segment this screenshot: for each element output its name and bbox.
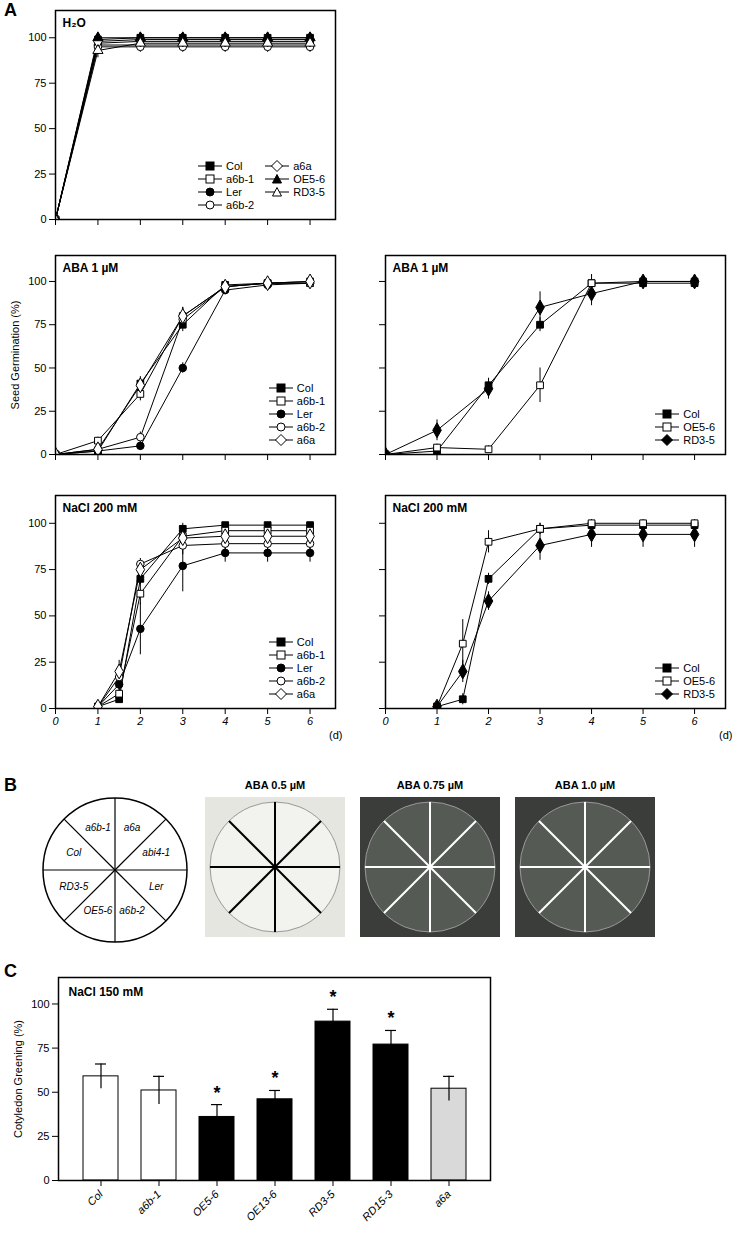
svg-text:100: 100	[28, 31, 46, 43]
svg-text:75: 75	[34, 77, 46, 89]
svg-text:25: 25	[34, 656, 46, 668]
svg-text:5: 5	[265, 715, 272, 727]
svg-text:75: 75	[34, 318, 46, 330]
html-text:Col: Col	[296, 382, 314, 394]
svg-text:Col: Col	[85, 1187, 106, 1208]
svg-text:ABA 1 µM: ABA 1 µM	[393, 261, 449, 275]
html-text:RD3-5: RD3-5	[683, 688, 715, 700]
svg-text:Cotyledon Greening (%): Cotyledon Greening (%)	[12, 1020, 24, 1138]
html-text:a6a: a6a	[296, 434, 316, 446]
svg-text:1: 1	[434, 715, 440, 727]
html-text:a6b-2: a6b-2	[296, 421, 325, 433]
svg-text:3: 3	[537, 715, 544, 727]
svg-text:0: 0	[382, 715, 389, 727]
svg-text:*: *	[329, 987, 336, 1007]
svg-text:50: 50	[34, 361, 46, 373]
svg-text:100: 100	[31, 997, 49, 1009]
svg-text:3: 3	[180, 715, 187, 727]
svg-text:OE5-6: OE5-6	[83, 905, 112, 916]
svg-text:a6b-2: a6b-2	[119, 905, 145, 916]
svg-text:50: 50	[37, 1086, 49, 1098]
svg-text:4: 4	[222, 715, 228, 727]
svg-text:100: 100	[28, 517, 46, 529]
svg-text:2: 2	[136, 715, 143, 727]
html-text:Col: Col	[296, 636, 314, 648]
html-text:Col: Col	[683, 408, 700, 420]
svg-text:100: 100	[28, 275, 46, 287]
svg-text:NaCl 200 mM: NaCl 200 mM	[393, 501, 468, 515]
svg-text:ABA 0.5 µM: ABA 0.5 µM	[245, 779, 305, 791]
svg-text:2: 2	[484, 715, 491, 727]
html-text:a6a: a6a	[293, 160, 312, 172]
html-text:OE5-6: OE5-6	[293, 173, 325, 185]
svg-text:abi4-1: abi4-1	[142, 847, 170, 858]
html-text:a6b-1: a6b-1	[296, 649, 325, 661]
svg-text:75: 75	[34, 563, 46, 575]
svg-text:a6b-1: a6b-1	[135, 1188, 163, 1216]
svg-text:NaCl 150 mM: NaCl 150 mM	[69, 985, 144, 999]
svg-text:RD15-3: RD15-3	[360, 1187, 396, 1223]
svg-text:0: 0	[43, 1174, 49, 1186]
html-text:Col: Col	[683, 662, 700, 674]
svg-text:NaCl 200 mM: NaCl 200 mM	[63, 501, 138, 515]
html-text:Col: Col	[226, 160, 243, 172]
svg-text:5: 5	[640, 715, 647, 727]
svg-text:Col: Col	[66, 847, 82, 858]
svg-text:ABA 0.75 µM: ABA 0.75 µM	[397, 779, 463, 791]
html-text:B: B	[4, 775, 17, 795]
html-text:RD3-5: RD3-5	[293, 186, 325, 198]
svg-text:50: 50	[34, 609, 46, 621]
svg-text:ABA 1.0 µM: ABA 1.0 µM	[555, 779, 615, 791]
html-text:Ler: Ler	[296, 408, 313, 420]
svg-text:0: 0	[40, 213, 46, 225]
html-text:OE5-6: OE5-6	[683, 675, 715, 687]
html-text:C: C	[4, 961, 17, 981]
svg-text:ABA 1 µM: ABA 1 µM	[63, 261, 119, 275]
svg-text:75: 75	[37, 1042, 49, 1054]
svg-text:50: 50	[34, 122, 46, 134]
svg-text:0: 0	[40, 448, 46, 460]
svg-text:a6a: a6a	[124, 822, 141, 833]
svg-text:25: 25	[37, 1130, 49, 1142]
html-text:A: A	[4, 0, 17, 20]
svg-text:*: *	[271, 1068, 278, 1088]
svg-text:1: 1	[95, 715, 101, 727]
html-text:RD3-5: RD3-5	[683, 434, 715, 446]
html-text:a6b-2: a6b-2	[296, 675, 325, 687]
svg-text:*: *	[387, 1008, 394, 1028]
svg-text:Seed Germination (%): Seed Germination (%)	[9, 301, 21, 410]
svg-text:25: 25	[34, 168, 46, 180]
svg-text:H₂O: H₂O	[63, 16, 86, 30]
html-text:a6a: a6a	[296, 688, 316, 700]
svg-text:a6a: a6a	[431, 1188, 452, 1209]
html-text:a6b-1: a6b-1	[296, 395, 325, 407]
svg-text:OE13-6: OE13-6	[244, 1187, 280, 1223]
svg-text:RD3-5: RD3-5	[306, 1187, 338, 1219]
svg-text:a6b-1: a6b-1	[85, 822, 111, 833]
html-text:a6b-2: a6b-2	[226, 199, 255, 211]
html-text:Ler: Ler	[226, 186, 242, 198]
svg-text:(d): (d)	[329, 729, 342, 741]
svg-text:4: 4	[588, 715, 594, 727]
svg-text:0: 0	[52, 715, 59, 727]
svg-text:25: 25	[34, 405, 46, 417]
html-text:Ler: Ler	[296, 662, 313, 674]
html-text:a6b-1: a6b-1	[226, 173, 255, 185]
svg-text:6: 6	[307, 715, 314, 727]
svg-text:6: 6	[692, 715, 699, 727]
svg-text:*: *	[213, 1083, 220, 1103]
svg-text:RD3-5: RD3-5	[59, 881, 88, 892]
svg-text:Ler: Ler	[149, 881, 164, 892]
html-text:OE5-6: OE5-6	[683, 421, 715, 433]
svg-text:0: 0	[40, 702, 46, 714]
svg-text:(d): (d)	[719, 729, 732, 741]
svg-text:OE5-6: OE5-6	[190, 1187, 222, 1219]
